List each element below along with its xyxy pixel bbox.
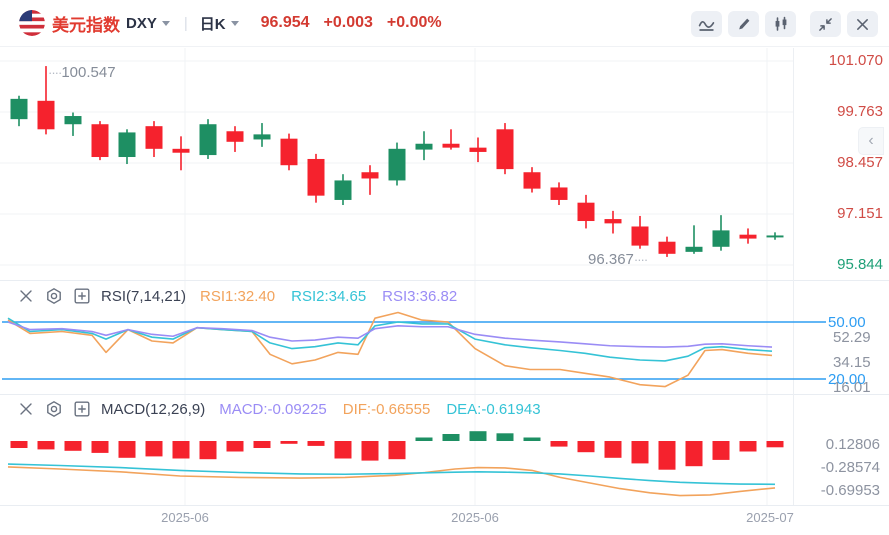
axis-collapse-chevron[interactable]: ‹ [858, 127, 884, 155]
gear-icon [47, 400, 61, 418]
chart-header: 美元指数 DXY | 日K 96.954 +0.003 +0.00% [0, 0, 889, 47]
us-flag-icon [19, 10, 45, 36]
close-chart-button[interactable] [847, 11, 878, 37]
rsi3-value: RSI3:36.82 [382, 287, 458, 305]
symbol-dropdown-caret[interactable] [161, 20, 170, 26]
rsi-scale-label: 16.01 [833, 379, 871, 396]
symbol-name: 美元指数 [52, 15, 120, 35]
collapse-button[interactable] [810, 11, 841, 37]
price-change: +0.003 [323, 14, 373, 31]
rsi1-value: RSI1:32.40 [200, 287, 276, 305]
price-axis-label: 99.763 [837, 103, 883, 120]
price-axis-label: 101.070 [828, 52, 883, 69]
rsi-level-label: 20.00 [828, 371, 866, 388]
rsi-add-button[interactable] [74, 288, 90, 304]
x-axis-label: 2025-07 [746, 510, 794, 525]
annotation-dots: ···· [633, 252, 648, 267]
close-icon [857, 18, 868, 30]
macd-scale-label: 0.12806 [825, 436, 880, 453]
macd-pane-header: MACD(12,26,9) MACD:-0.09225 DIF:-0.66555… [0, 396, 557, 422]
rsi-scale-label: 52.29 [833, 329, 871, 346]
period-dropdown-caret[interactable] [230, 20, 239, 26]
close-icon [20, 290, 32, 302]
dea-value: DEA:-0.61943 [446, 400, 541, 418]
low-annotation: 96.367···· [588, 251, 648, 268]
plus-square-icon [74, 401, 90, 417]
rsi-scale-label: 34.15 [833, 354, 871, 371]
draw-button[interactable] [728, 11, 759, 37]
macd-remove-button[interactable] [18, 401, 34, 417]
dif-value: DIF:-0.66555 [342, 400, 431, 418]
price-axis-label: 98.457 [837, 154, 883, 171]
close-icon [20, 403, 32, 415]
price-axis-label: 95.844 [837, 256, 883, 273]
high-annotation: ····100.547 [48, 64, 116, 81]
x-axis-label: 2025-06 [451, 510, 499, 525]
candlestick-icon [775, 16, 786, 31]
rsi2-value: RSI2:34.65 [291, 287, 367, 305]
header-toolbar [691, 11, 878, 37]
macd-title: MACD(12,26,9) [101, 400, 206, 418]
header-divider: | [183, 14, 188, 32]
plus-square-icon [74, 288, 90, 304]
pencil-icon [738, 18, 749, 30]
macd-settings-button[interactable] [45, 400, 63, 418]
candlestick-view-button[interactable] [765, 11, 796, 37]
rsi-pane-header: RSI(7,14,21) RSI1:32.40 RSI2:34.65 RSI3:… [0, 283, 473, 309]
rsi-title: RSI(7,14,21) [101, 287, 187, 305]
indicator-line-button[interactable] [691, 11, 722, 37]
macd-scale-label: -0.28574 [820, 459, 880, 476]
price-change-pct: +0.00% [386, 14, 442, 31]
rsi-remove-button[interactable] [18, 288, 34, 304]
collapse-icon [819, 17, 832, 31]
gear-icon [47, 287, 61, 305]
price-axis-label: 97.151 [837, 205, 883, 222]
annotation-dots: ···· [48, 65, 62, 80]
period-selector[interactable]: 日K [199, 15, 226, 33]
symbol-code[interactable]: DXY [126, 14, 157, 32]
rsi-level-label: 50.00 [828, 314, 866, 331]
macd-value: MACD:-0.09225 [219, 400, 327, 418]
rsi-settings-button[interactable] [45, 287, 63, 305]
macd-scale-label: -0.69953 [820, 482, 880, 499]
last-price: 96.954 [260, 14, 310, 31]
indicator-line-icon [698, 20, 715, 31]
x-axis-label: 2025-06 [161, 510, 209, 525]
macd-add-button[interactable] [74, 401, 90, 417]
